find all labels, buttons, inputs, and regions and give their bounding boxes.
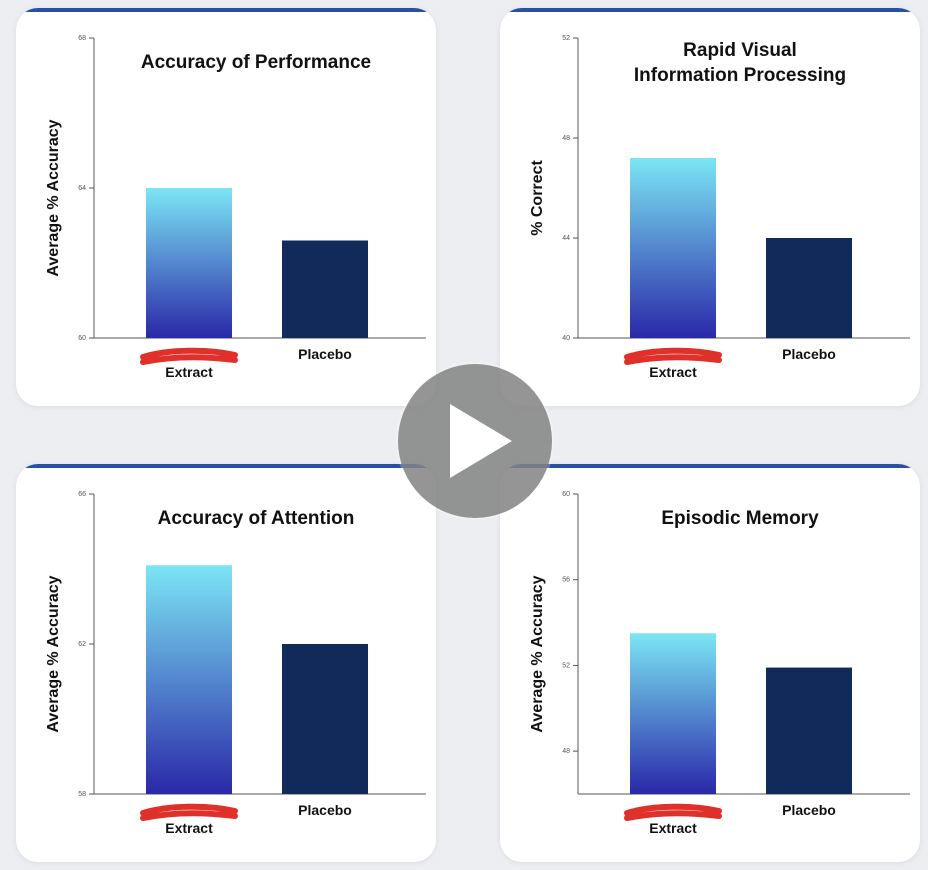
- chart-episodic-memory: Episodic Memory Average % Accuracy 48 52 56 6…: [529, 491, 910, 836]
- y-tick-label: 66: [78, 491, 86, 498]
- bar-extract: [146, 188, 232, 338]
- bar-extract: [630, 633, 716, 794]
- x-category-label: Extract: [165, 364, 213, 380]
- redaction-mark: [140, 347, 238, 365]
- chart-title: Episodic Memory: [661, 508, 819, 529]
- y-tick-label: 40: [562, 335, 570, 342]
- bar-placebo: [282, 644, 368, 794]
- x-category-label: Placebo: [782, 802, 836, 818]
- card-top-border: [16, 8, 436, 12]
- y-tick-label: 52: [562, 35, 570, 42]
- chart-title: Accuracy of Performance: [141, 52, 371, 73]
- x-category-label: Extract: [165, 820, 213, 836]
- y-tick-label: 48: [562, 748, 570, 755]
- x-category-label: Placebo: [298, 802, 352, 818]
- y-axis-label: Average % Accuracy: [45, 119, 62, 276]
- play-triangle: [450, 404, 512, 478]
- y-tick-label: 44: [562, 235, 570, 242]
- chart-card-accuracy-attention: Accuracy of Attention Average % Accuracy 5…: [16, 464, 436, 862]
- y-tick-label: 48: [562, 135, 570, 142]
- x-category-label: Extract: [649, 364, 697, 380]
- chart-card-episodic-memory: Episodic Memory Average % Accuracy 48 52 56 6…: [500, 464, 920, 862]
- bar-extract: [630, 158, 716, 338]
- y-tick-label: 62: [78, 641, 86, 648]
- chart-title: Accuracy of Attention: [158, 508, 355, 529]
- x-category-label: Placebo: [782, 346, 836, 362]
- chart-title-line: Information Processing: [634, 65, 846, 86]
- x-category-label: Extract: [649, 820, 697, 836]
- card-top-border: [16, 464, 436, 468]
- bar-placebo: [766, 667, 852, 794]
- redaction-mark: [624, 803, 722, 821]
- chart-title-line: Episodic Memory: [661, 508, 819, 529]
- y-axis-label: Average % Accuracy: [45, 575, 62, 732]
- chart-accuracy-performance: Accuracy of Performance Average % Accurac…: [45, 35, 426, 380]
- y-tick-label: 56: [562, 577, 570, 584]
- y-tick-label: 60: [562, 491, 570, 498]
- card-top-border: [500, 8, 920, 12]
- bar-extract: [146, 565, 232, 794]
- chart-card-rapid-visual: Rapid Visual Information Processing % Corr…: [500, 8, 920, 406]
- y-axis-label: Average % Accuracy: [529, 575, 546, 732]
- chart-accuracy-attention: Accuracy of Attention Average % Accuracy 5…: [45, 491, 426, 836]
- chart-card-accuracy-performance: Accuracy of Performance Average % Accurac…: [16, 8, 436, 406]
- card-top-border: [500, 464, 920, 468]
- y-tick-label: 58: [78, 791, 86, 798]
- bar-placebo: [282, 240, 368, 338]
- y-tick-label: 60: [78, 335, 86, 342]
- chart-title-line: Accuracy of Performance: [141, 52, 371, 73]
- chart-title-line: Accuracy of Attention: [158, 508, 355, 529]
- play-button[interactable]: [398, 364, 552, 518]
- chart-title: Rapid Visual Information Processing: [634, 40, 846, 86]
- bar-placebo: [766, 238, 852, 338]
- y-tick-label: 64: [78, 185, 86, 192]
- y-tick-label: 68: [78, 35, 86, 42]
- y-axis-label: % Correct: [529, 160, 546, 236]
- redaction-mark: [624, 347, 722, 365]
- chart-rapid-visual: Rapid Visual Information Processing % Corr…: [529, 35, 910, 380]
- play-icon: [450, 404, 512, 478]
- x-category-label: Placebo: [298, 346, 352, 362]
- chart-title-line: Rapid Visual: [683, 40, 797, 61]
- y-tick-label: 52: [562, 662, 570, 669]
- redaction-mark: [140, 803, 238, 821]
